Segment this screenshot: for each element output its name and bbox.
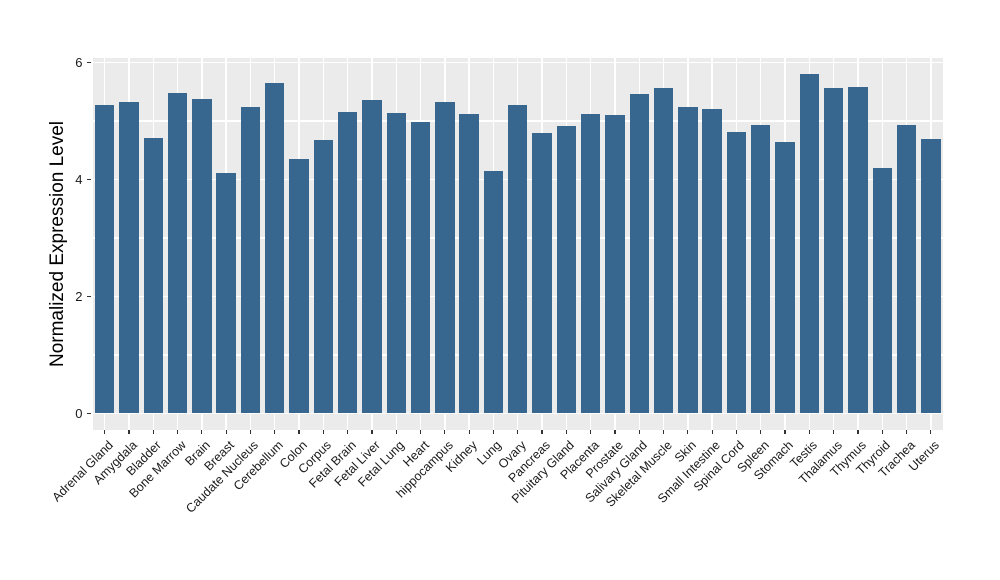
bar-skin	[678, 107, 698, 414]
x-tick-mark	[638, 429, 640, 434]
bar-adrenal-gland	[94, 104, 115, 414]
x-tick-mark	[492, 429, 495, 434]
bar-skeletal-muscle	[653, 87, 674, 414]
x-tick-mark	[808, 429, 810, 434]
x-tick-mark	[347, 429, 349, 434]
x-tick-mark	[687, 429, 689, 434]
bar-ovary	[508, 104, 528, 414]
y-tick-mark-4	[86, 178, 91, 181]
bar-thyroid	[872, 167, 892, 414]
x-tick-mark	[274, 429, 276, 434]
y-tick-mark-6	[86, 62, 91, 64]
x-tick-mark	[833, 429, 835, 434]
bar-fetal-liver	[362, 99, 382, 414]
bar-prostate	[605, 115, 625, 414]
x-tick-mark	[176, 429, 179, 434]
x-tick-mark	[711, 429, 713, 434]
y-axis-title: Normalized Expression Level	[47, 120, 68, 368]
bar-kidney	[459, 113, 479, 414]
bar-fetal-lung	[386, 112, 406, 414]
x-tick-mark	[152, 429, 154, 434]
x-tick-mark	[298, 429, 300, 434]
x-tick-mark	[444, 429, 446, 434]
bar-breast	[216, 173, 236, 414]
x-tick-mark	[905, 429, 908, 434]
x-tick-mark	[201, 429, 203, 434]
bar-spinal-cord	[726, 132, 747, 414]
x-tick-mark	[468, 429, 470, 434]
x-tick-mark	[857, 429, 859, 434]
bar-caudate-nucleus	[240, 107, 261, 414]
y-tick-label-2: 2	[75, 288, 83, 304]
bar-corpus	[313, 140, 334, 414]
x-tick-mark	[104, 429, 106, 434]
x-tick-mark	[565, 429, 567, 434]
x-tick-mark	[590, 429, 592, 434]
bar-small-intestine	[702, 108, 722, 414]
x-tick-mark	[614, 429, 616, 434]
bar-colon	[289, 158, 309, 414]
y-tick-label-4: 4	[75, 172, 83, 188]
bar-uterus	[921, 138, 941, 414]
bar-spleen	[751, 125, 771, 414]
x-tick-mark	[249, 429, 252, 434]
bar-lung	[483, 170, 504, 414]
bar-pancreas	[532, 133, 552, 414]
bar-brain	[192, 98, 212, 414]
bar-heart	[410, 122, 431, 414]
x-tick-mark	[419, 429, 422, 434]
x-tick-mark	[225, 429, 227, 434]
x-tick-mark	[930, 429, 932, 434]
bar-thymus	[848, 87, 868, 414]
x-tick-mark	[881, 429, 883, 434]
bar-cerebellum	[265, 82, 285, 414]
x-tick-mark	[735, 429, 738, 434]
bar-pituitary-gland	[556, 125, 577, 414]
x-tick-mark	[128, 429, 130, 434]
x-tick-mark	[784, 429, 786, 434]
x-tick-mark	[371, 429, 373, 434]
x-tick-mark	[517, 429, 519, 434]
bar-thalamus	[823, 88, 844, 414]
y-tick-label-0: 0	[75, 405, 83, 421]
bar-trachea	[896, 124, 917, 414]
bar-salivary-gland	[629, 94, 649, 414]
x-tick-mark	[760, 429, 762, 434]
bar-fetal-brain	[337, 111, 358, 414]
x-tick-mark	[322, 429, 324, 434]
bar-bladder	[143, 138, 163, 414]
plot-panel	[92, 57, 943, 430]
bar-placenta	[580, 114, 601, 414]
x-tick-mark	[541, 429, 543, 434]
x-tick-mark	[395, 429, 397, 434]
bar-bone-marrow	[167, 93, 188, 414]
bar-testis	[799, 73, 820, 414]
bar-amygdala	[119, 102, 139, 414]
x-tick-mark	[662, 429, 665, 434]
bar-stomach	[775, 142, 795, 414]
y-tick-mark-0	[86, 412, 91, 414]
y-tick-label-6: 6	[75, 55, 83, 71]
bar-hippocampus	[435, 102, 455, 414]
y-tick-mark-2	[86, 295, 91, 298]
